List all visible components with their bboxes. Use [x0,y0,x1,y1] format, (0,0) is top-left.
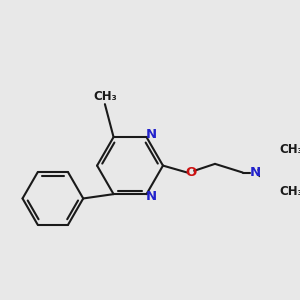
Text: N: N [145,190,156,203]
Text: CH₃: CH₃ [279,142,300,156]
Text: N: N [250,166,261,179]
Text: CH₃: CH₃ [93,90,117,103]
Text: N: N [145,128,156,141]
Text: CH₃: CH₃ [279,185,300,198]
Text: O: O [185,166,196,179]
